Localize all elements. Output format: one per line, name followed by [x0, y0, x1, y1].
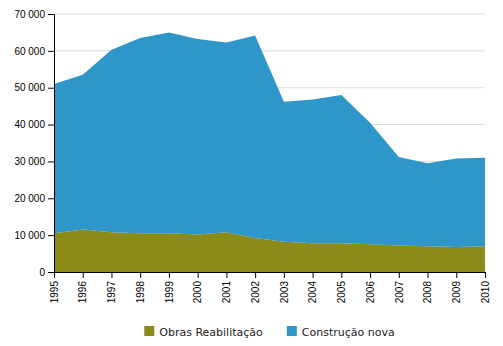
tick: 1996 — [77, 272, 88, 303]
tick-mark — [48, 198, 54, 199]
tick-label: 1997 — [106, 281, 117, 304]
tick-mark — [48, 51, 54, 52]
tick-mark — [428, 272, 429, 278]
tick: 2002 — [250, 272, 261, 303]
legend: Obras Reabilitação Construção nova — [144, 326, 394, 339]
tick: 60 000 — [14, 46, 54, 57]
tick-mark — [255, 272, 256, 278]
tick-mark — [399, 272, 400, 278]
tick: 50 000 — [14, 82, 54, 93]
tick-mark — [169, 272, 170, 278]
tick-label: 30 000 — [14, 156, 45, 167]
tick: 2006 — [365, 272, 376, 303]
tick: 1998 — [135, 272, 146, 303]
tick-label: 1999 — [164, 281, 175, 304]
legend-swatch — [287, 326, 297, 336]
tick-label: 2006 — [365, 281, 376, 304]
grid-line — [54, 14, 485, 15]
tick: 70 000 — [14, 9, 54, 20]
tick: 2004 — [307, 272, 318, 303]
legend-item: Obras Reabilitação — [144, 326, 263, 339]
tick-label: 2000 — [192, 281, 203, 304]
tick: 10 000 — [14, 230, 54, 241]
tick-label: 40 000 — [14, 119, 45, 130]
tick-label: 2010 — [480, 281, 491, 304]
tick-mark — [48, 272, 54, 273]
tick: 30 000 — [14, 156, 54, 167]
axis-line — [48, 15, 55, 273]
tick-mark — [341, 272, 342, 278]
x-axis: 1995 1996 1997 1998 1999 2000 2001 2002 2003 2004… — [49, 272, 491, 303]
tick: 2001 — [221, 272, 232, 303]
tick-mark — [83, 272, 84, 278]
tick-mark — [48, 161, 54, 162]
tick-mark — [370, 272, 371, 278]
y-axis: 0 10 000 20 000 30 000 40 000 50 000 60 000 70 … — [14, 9, 54, 278]
tick-label: 1995 — [49, 281, 60, 304]
tick-label: 2009 — [451, 281, 462, 304]
tick: 2010 — [480, 272, 491, 303]
tick-label: 50 000 — [14, 82, 45, 93]
tick: 0 — [39, 267, 54, 278]
grid — [54, 14, 485, 272]
tick: 2009 — [451, 272, 462, 303]
tick-mark — [456, 272, 457, 278]
tick-mark — [485, 272, 486, 278]
tick-label: 2005 — [336, 281, 347, 304]
tick-label: 2008 — [422, 281, 433, 304]
tick-mark — [48, 14, 54, 15]
tick-mark — [48, 88, 54, 89]
tick-mark — [140, 272, 141, 278]
tick-mark — [48, 125, 54, 126]
axis-line — [55, 273, 486, 279]
tick-label: 2007 — [394, 281, 405, 304]
tick-label: 20 000 — [14, 193, 45, 204]
tick-label: 2004 — [307, 281, 318, 304]
tick-mark — [226, 272, 227, 278]
tick: 20 000 — [14, 193, 54, 204]
tick-label: 2003 — [279, 281, 290, 304]
tick: 2005 — [336, 272, 347, 303]
tick-label: 1998 — [135, 281, 146, 304]
areas — [54, 32, 485, 272]
tick-mark — [48, 235, 54, 236]
tick-label: 2001 — [221, 281, 232, 304]
legend-label: Obras Reabilitação — [159, 326, 263, 339]
area — [54, 32, 485, 247]
tick: 1995 — [49, 272, 60, 303]
tick-label: 2002 — [250, 281, 261, 304]
tick: 2007 — [394, 272, 405, 303]
tick: 2003 — [279, 272, 290, 303]
tick-mark — [284, 272, 285, 278]
tick-label: 0 — [39, 267, 45, 278]
tick-label: 10 000 — [14, 230, 45, 241]
tick: 40 000 — [14, 119, 54, 130]
tick-label: 70 000 — [14, 9, 45, 20]
tick: 2008 — [422, 272, 433, 303]
tick: 1999 — [164, 272, 175, 303]
tick: 2000 — [192, 272, 203, 303]
tick-mark — [54, 272, 55, 278]
tick-label: 60 000 — [14, 46, 45, 57]
legend-item: Construção nova — [287, 326, 395, 339]
tick: 1997 — [106, 272, 117, 303]
plot: 0 10 000 20 000 30 000 40 000 50 000 60 000 70 … — [14, 9, 490, 304]
tick-mark — [313, 272, 314, 278]
tick-label: 1996 — [77, 281, 88, 304]
tick-mark — [111, 272, 112, 278]
tick-mark — [198, 272, 199, 278]
legend-label: Construção nova — [302, 326, 395, 339]
chart: 0 10 000 20 000 30 000 40 000 50 000 60 000 70 … — [0, 0, 503, 346]
legend-swatch — [144, 326, 154, 336]
